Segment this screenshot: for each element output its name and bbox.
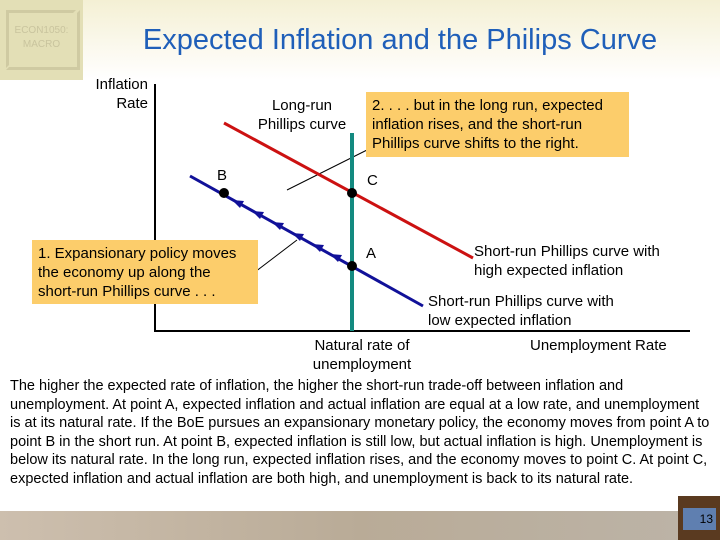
arrow-icon: [330, 254, 342, 262]
point-b-label: B: [217, 167, 228, 184]
point-a-label: A: [366, 245, 377, 262]
arrow-icon: [272, 222, 284, 230]
point-b: [219, 188, 229, 198]
logo-frame: [6, 10, 80, 70]
srpc-low-line: [189, 174, 424, 308]
leader-line-2: [286, 149, 368, 191]
callout-long-run: 2. . . . but in the long run, expected i…: [366, 92, 629, 157]
point-c: [347, 188, 357, 198]
footer-band: [0, 511, 720, 540]
arrow-icon: [232, 200, 244, 208]
point-c-label: C: [367, 172, 378, 189]
header-band: [83, 0, 720, 80]
arrow-icon: [252, 211, 264, 219]
explanation-text: The higher the expected rate of inflatio…: [10, 378, 710, 487]
page-number: 13: [683, 508, 716, 530]
logo-text: ECON1050: MACRO: [14, 25, 69, 50]
srpc-low-label: Short-run Phillips curve with low expect…: [428, 293, 614, 329]
point-a: [347, 261, 357, 271]
slide-title: Expected Inflation and the Philips Curve: [142, 24, 658, 56]
natural-rate-label: Natural rate of unemployment: [312, 337, 412, 373]
arrow-icon: [312, 244, 324, 252]
leader-line-1: [254, 239, 298, 273]
logo-frame: [6, 10, 76, 68]
lrpc-label: Long-run Phillips curve: [257, 97, 347, 133]
x-axis-label: Unemployment Rate: [530, 337, 667, 354]
course-logo: ECON1050: MACRO: [0, 0, 83, 80]
callout-expansionary: 1. Expansionary policy moves the economy…: [32, 240, 258, 304]
movement-arrows: [232, 200, 342, 262]
srpc-high-label: Short-run Phillips curve with high expec…: [474, 243, 660, 279]
y-axis-label: Inflation Rate: [95, 76, 148, 112]
arrow-icon: [292, 233, 304, 241]
